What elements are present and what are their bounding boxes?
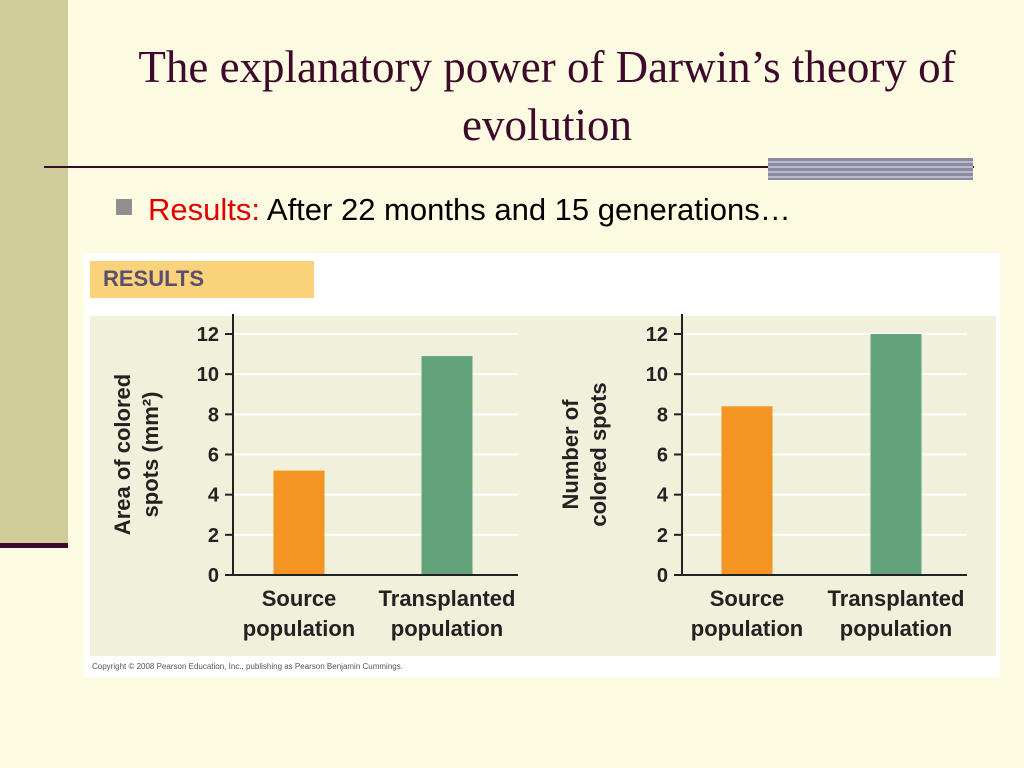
y-tick-label: 12 (646, 324, 668, 346)
bullet-item: Results: After 22 months and 15 generati… (116, 192, 791, 228)
bullet-label: Results: (148, 192, 260, 227)
x-category-label: Source (710, 586, 785, 611)
title-divider (44, 166, 974, 168)
y-tick-label: 6 (208, 445, 219, 467)
x-category-label: Source (262, 586, 337, 611)
y-tick-label: 10 (646, 364, 668, 386)
x-category-label: Transplanted (379, 586, 516, 611)
copyright-notice: Copyright © 2008 Pearson Education, Inc.… (92, 662, 403, 671)
bar-source (721, 406, 773, 575)
title-accent-bar (768, 158, 973, 180)
y-tick-label: 0 (208, 565, 219, 587)
y-axis-label: Number of (558, 399, 583, 510)
left-band-accent-line (0, 543, 68, 548)
y-tick-label: 2 (657, 525, 668, 547)
y-tick-label: 4 (208, 485, 220, 507)
plot-panel (90, 316, 996, 656)
x-category-label: population (840, 616, 952, 641)
bullet-text: After 22 months and 15 generations… (259, 192, 791, 227)
square-bullet-icon (116, 199, 132, 215)
y-tick-label: 10 (197, 364, 219, 386)
bar-transplanted (870, 334, 922, 575)
y-axis-label: colored spots (586, 382, 611, 526)
y-axis-label: Area of colored (110, 374, 135, 535)
left-decorative-band (0, 0, 68, 545)
y-tick-label: 6 (657, 445, 668, 467)
slide-title: The explanatory power of Darwin’s theory… (138, 42, 956, 150)
x-category-label: population (243, 616, 355, 641)
x-category-label: population (391, 616, 503, 641)
bar-transplanted (421, 356, 473, 575)
y-tick-label: 12 (197, 324, 219, 346)
y-tick-label: 8 (657, 404, 668, 426)
x-category-label: population (691, 616, 803, 641)
y-tick-label: 4 (657, 485, 669, 507)
y-tick-label: 8 (208, 404, 219, 426)
y-tick-label: 2 (208, 525, 219, 547)
x-category-label: Transplanted (828, 586, 965, 611)
y-tick-label: 0 (657, 565, 668, 587)
bar-source (273, 470, 325, 575)
results-header: RESULTS (103, 266, 205, 291)
results-banner (90, 261, 314, 298)
y-axis-label: spots (mm²) (138, 392, 163, 518)
